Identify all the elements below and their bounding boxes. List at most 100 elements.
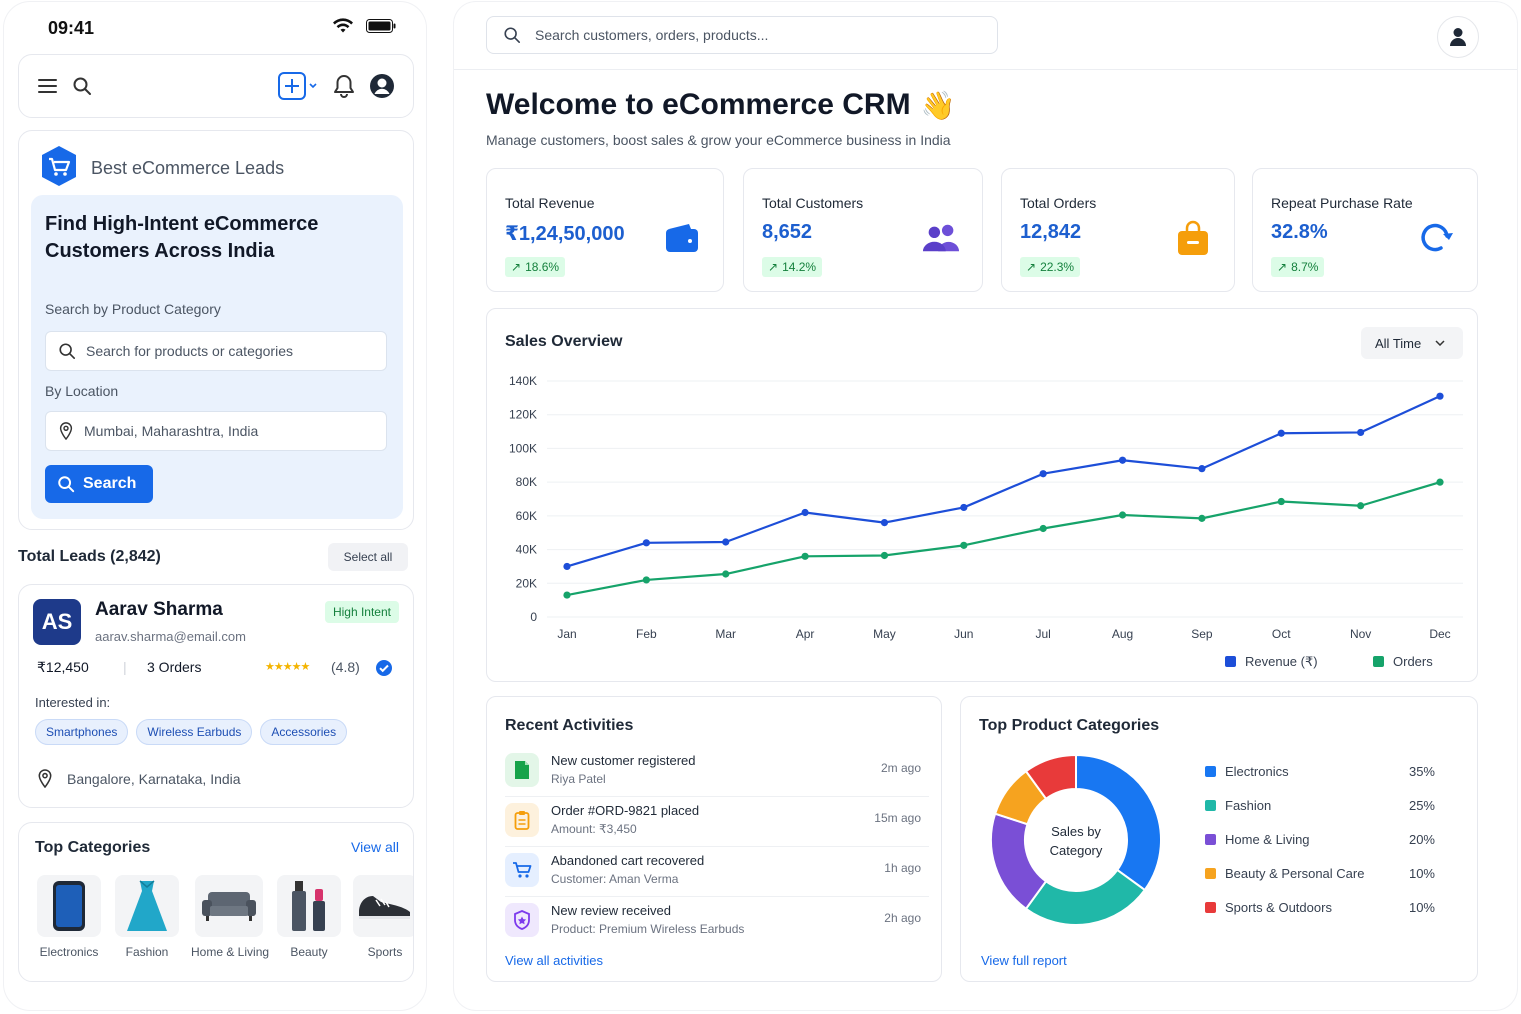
y-tick-label: 80K — [516, 475, 537, 489]
interest-chip[interactable]: Smartphones — [35, 719, 129, 745]
data-point — [960, 541, 968, 549]
kpi-card-orders[interactable]: Total Orders 12,842 ↗ 22.3% — [1001, 168, 1235, 292]
y-tick-label: 100K — [509, 441, 537, 455]
category-label: Electronics — [39, 945, 99, 959]
profile-icon[interactable] — [369, 73, 395, 99]
lead-email: aarav.sharma@email.com — [95, 629, 246, 644]
category-label: Beauty — [290, 945, 328, 959]
activity-time: 1h ago — [884, 861, 921, 875]
legend-label: Beauty & Personal Care — [1225, 866, 1365, 881]
search-panel: Find High-Intent eCommerce Customers Acr… — [31, 195, 403, 519]
kpi-delta-badge: ↗ 22.3% — [1020, 257, 1081, 277]
y-tick-label: 60K — [516, 509, 537, 523]
crm-dashboard: Search customers, orders, products... We… — [454, 2, 1517, 1010]
category-label: Sports — [367, 945, 403, 959]
search-icon — [59, 343, 76, 360]
activity-item[interactable]: Abandoned cart recovered Customer: Aman … — [505, 847, 929, 897]
mobile-app: 09:41 Best — [4, 2, 426, 1010]
dashboard-header: Search customers, orders, products... — [454, 2, 1517, 70]
page-subtitle: Manage customers, boost sales & grow you… — [486, 132, 951, 148]
y-tick-label: 140K — [509, 374, 537, 388]
clipboard-icon — [505, 803, 539, 837]
legend-label: Sports & Outdoors — [1225, 900, 1332, 915]
data-point — [1436, 478, 1444, 486]
top-product-categories-card: Top Product Categories Sales by Category… — [960, 696, 1478, 982]
donut-slice — [1024, 753, 1077, 801]
x-tick-label: May — [873, 627, 896, 641]
location-input[interactable]: Mumbai, Maharashtra, India — [45, 411, 387, 451]
kpi-delta: 8.7% — [1291, 260, 1319, 274]
waving-hand-icon: 👋 — [920, 89, 956, 121]
activity-time: 2m ago — [880, 761, 921, 775]
view-all-link[interactable]: View all — [351, 839, 399, 855]
bell-icon[interactable] — [331, 73, 357, 99]
data-point — [1118, 511, 1127, 519]
activity-title: New review received — [551, 903, 671, 918]
interest-chip[interactable]: Wireless Earbuds — [136, 719, 253, 745]
kpi-title: Total Revenue — [505, 195, 595, 211]
category-label: Search by Product Category — [45, 301, 221, 317]
shopping-bag-icon — [1174, 219, 1212, 257]
legend-percent: 25% — [1408, 798, 1435, 813]
legend-percent: 35% — [1408, 764, 1435, 779]
data-point — [1039, 524, 1047, 533]
search-icon[interactable] — [69, 73, 95, 99]
activity-title: Abandoned cart recovered — [551, 853, 705, 868]
category-fashion[interactable]: Fashion — [111, 875, 183, 959]
kpi-card-repeat-rate[interactable]: Repeat Purchase Rate 32.8% ↗ 8.7% — [1252, 168, 1478, 292]
donut-center-label: Sales by — [1051, 824, 1101, 839]
menu-icon[interactable] — [35, 73, 61, 99]
interest-chips: Smartphones Wireless Earbuds Accessories — [35, 719, 348, 745]
kpi-delta: 18.6% — [525, 260, 560, 274]
location-value: Mumbai, Maharashtra, India — [84, 423, 259, 439]
interest-chip[interactable]: Accessories — [260, 719, 348, 745]
category-search-input[interactable]: Search for products or categories — [45, 331, 387, 371]
activity-item[interactable]: Order #ORD-9821 placed Amount: ₹3,450 15… — [505, 797, 929, 847]
series-line-revenue — [566, 395, 1441, 568]
y-tick-label: 120K — [509, 408, 537, 422]
x-tick-label: Oct — [1272, 627, 1291, 641]
search-button[interactable]: Search — [45, 465, 153, 503]
map-pin-icon — [38, 769, 52, 788]
activity-title: Order #ORD-9821 placed — [551, 803, 700, 818]
legend-item: Beauty & Personal Care 10% — [1205, 865, 1435, 883]
arrow-up-right-icon: ↗ — [768, 260, 779, 274]
x-tick-label: Feb — [636, 627, 657, 641]
category-home-living[interactable]: Home & Living — [191, 875, 269, 959]
sales-line-chart: 0 20K 40K 60K 80K 100K 120K 140K Jan Feb Mar Apr May… — [509, 374, 1463, 669]
legend-percent: 10% — [1408, 866, 1435, 881]
category-beauty[interactable]: Beauty — [273, 875, 345, 959]
donut-slice — [1075, 753, 1162, 892]
view-all-activities-link[interactable]: View all activities — [505, 953, 604, 968]
data-point — [642, 539, 650, 547]
activity-detail: Amount: ₹3,450 — [551, 822, 637, 836]
search-icon — [504, 27, 521, 44]
lead-location: Bangalore, Karnataka, India — [37, 769, 241, 788]
legend-label: Orders — [1393, 654, 1433, 669]
kpi-card-customers[interactable]: Total Customers 8,652 ↗ 14.2% — [743, 168, 983, 292]
user-account-button[interactable] — [1437, 16, 1479, 58]
data-point — [1118, 456, 1127, 464]
legend-swatch — [1373, 656, 1384, 667]
global-search-input[interactable]: Search customers, orders, products... — [486, 16, 998, 54]
activity-time: 2h ago — [884, 911, 921, 925]
sneaker-icon — [359, 896, 410, 919]
time-range-value: All Time — [1375, 335, 1422, 351]
lead-finder-card: Best eCommerce Leads Find High-Intent eC… — [18, 130, 414, 530]
data-point — [563, 562, 571, 571]
view-full-report-link[interactable]: View full report — [981, 953, 1067, 968]
add-new-dropdown[interactable] — [277, 72, 321, 100]
welcome-title: Welcome to eCommerce CRM — [486, 88, 911, 121]
kpi-card-revenue[interactable]: Total Revenue ₹1,24,50,000 ↗ 18.6% — [486, 168, 724, 292]
select-all-button[interactable]: Select all — [328, 543, 408, 571]
lead-card[interactable]: AS Aarav Sharma aarav.sharma@email.com H… — [18, 584, 414, 808]
time-range-select[interactable]: All Time — [1361, 327, 1463, 359]
kpi-value: 8,652 — [762, 221, 813, 243]
activity-time: 15m ago — [874, 811, 921, 825]
legend-percent: 10% — [1408, 900, 1435, 915]
activity-item[interactable]: New review received Product: Premium Wir… — [505, 897, 929, 947]
activity-item[interactable]: New customer registered Riya Patel 2m ag… — [505, 747, 929, 797]
status-badge: High Intent — [324, 601, 399, 623]
category-electronics[interactable]: Electronics — [33, 875, 105, 959]
category-sports[interactable]: Sports — [349, 875, 413, 959]
